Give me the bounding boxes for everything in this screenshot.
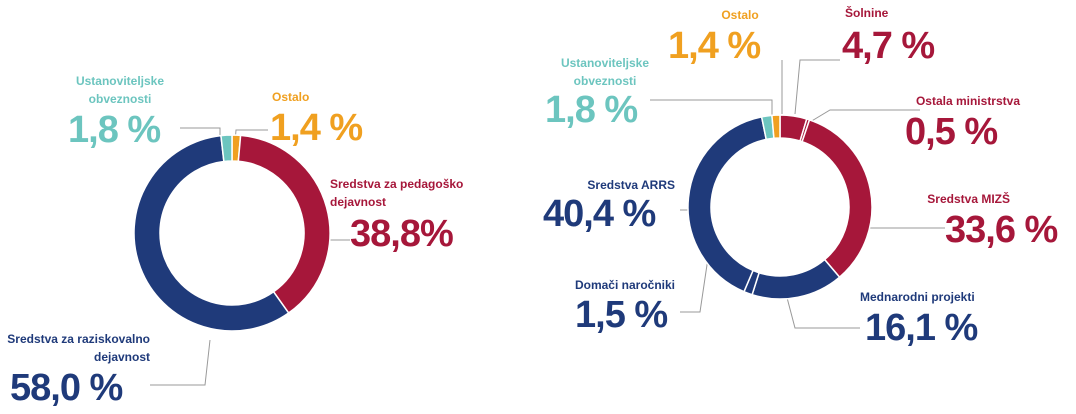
segment-name: Domači naročniki — [574, 278, 675, 292]
segment-name: Ustanoviteljske obveznosti — [75, 74, 165, 106]
donut-segment — [220, 134, 233, 163]
leader — [784, 289, 860, 329]
segment-name: Sredstva za pedagoško dejavnost — [330, 177, 464, 209]
segment-name: Sredstva MIZŠ — [927, 192, 1010, 206]
segment-value: 1,8 % — [68, 109, 161, 151]
segment-name: Šolnine — [845, 6, 889, 20]
donut-segment — [771, 114, 781, 140]
segment-name: Mednarodni projekti — [860, 290, 975, 304]
leader — [150, 339, 211, 386]
segment-value: 0,5 % — [905, 111, 998, 153]
segment-value: 33,6 % — [945, 209, 1058, 251]
segment-name: Ostala ministrstva — [915, 94, 1020, 108]
leader — [794, 59, 840, 115]
segment-value: 40,4 % — [543, 193, 656, 235]
donut-segment — [687, 115, 768, 293]
leader — [804, 109, 920, 126]
segment-value: 16,1 % — [865, 307, 978, 349]
segment-name: Ostalo — [272, 90, 310, 104]
segment-value: 1,4 % — [270, 107, 363, 149]
segment-name: Sredstva za raziskovalno dejavnost — [7, 332, 150, 364]
donut-segment — [751, 258, 841, 300]
segment-name: Ustanoviteljske obveznosti — [560, 56, 650, 88]
segment-value: 4,7 % — [842, 25, 935, 67]
segment-value: 58,0 % — [10, 367, 123, 409]
segment-value: 38,8% — [350, 213, 454, 255]
leader — [650, 99, 773, 115]
donut-segment — [801, 118, 873, 279]
segment-value: 1,8 % — [545, 89, 638, 131]
segment-value: 1,5 % — [575, 294, 668, 336]
donut-segment — [133, 134, 290, 332]
segment-name: Ostalo — [721, 8, 759, 22]
leader — [680, 257, 709, 313]
segment-name: Sredstva ARRS — [587, 178, 675, 192]
donut-segment — [237, 134, 331, 315]
leader-lines — [150, 59, 945, 386]
segment-value: 1,4 % — [668, 25, 761, 67]
